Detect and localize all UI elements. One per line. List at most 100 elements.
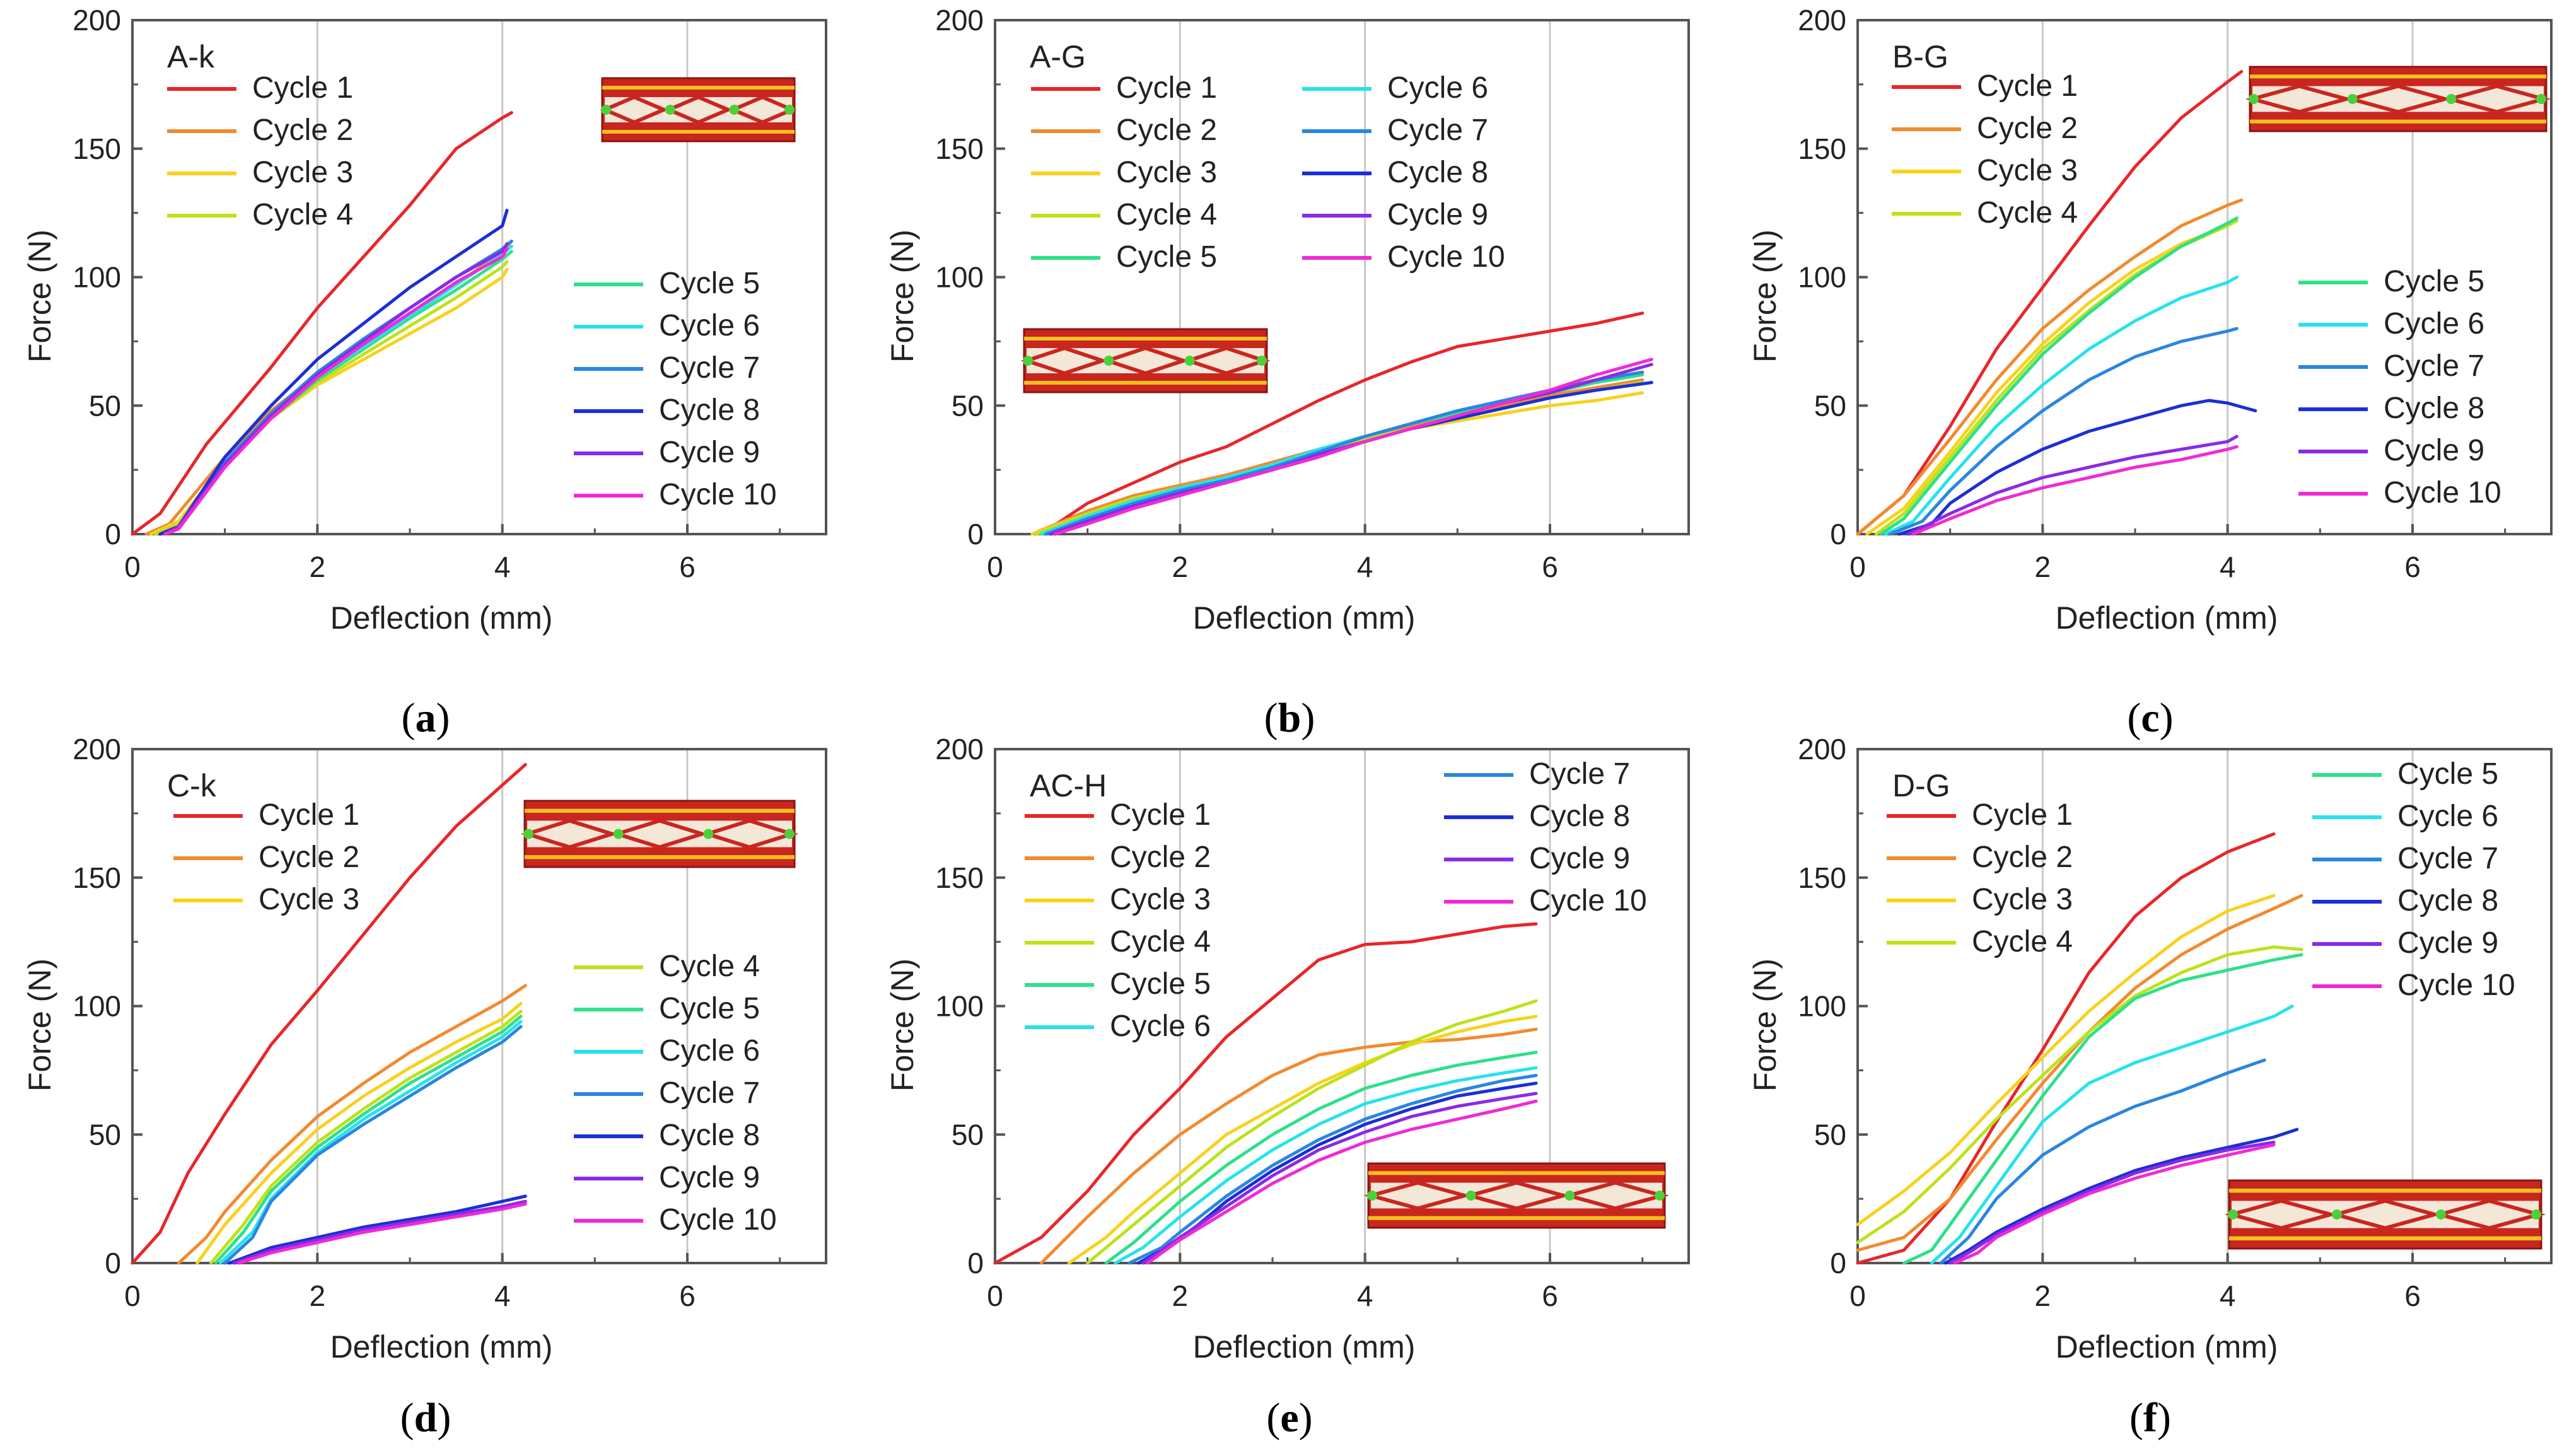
- legend-label: Cycle 2: [1116, 114, 1217, 147]
- legend-label: Cycle 7: [1387, 114, 1488, 147]
- y-tick-label: 50: [952, 389, 984, 422]
- series-line-cycle-2: [1039, 1027, 1538, 1265]
- legend-label: Cycle 1: [1972, 798, 2073, 832]
- panel-title: A-k: [167, 39, 215, 74]
- legend-label: Cycle 6: [2397, 800, 2498, 833]
- series-line-cycle-4: [154, 260, 509, 536]
- series-line-cycle-10: [1053, 358, 1653, 536]
- series-line-cycle-5: [214, 1015, 523, 1265]
- structure-node: [1655, 1191, 1665, 1201]
- structure-node: [1023, 356, 1033, 366]
- series-line-cycle-7: [223, 1025, 523, 1265]
- panel-tag: (b): [1264, 695, 1315, 741]
- legend-label: Cycle 7: [659, 351, 760, 385]
- legend-label: Cycle 2: [1972, 841, 2073, 874]
- legend-label: Cycle 10: [659, 478, 777, 511]
- series-line-cycle-3: [195, 1001, 523, 1265]
- series-line-cycle-9: [232, 1199, 527, 1265]
- legend-label: Cycle 9: [1529, 842, 1630, 875]
- structure-node: [703, 829, 714, 839]
- structure-node: [784, 829, 795, 839]
- series-line-cycle-3: [1067, 1015, 1538, 1265]
- legend-label: Cycle 7: [1529, 757, 1630, 791]
- structure-node: [1104, 356, 1114, 366]
- y-tick-label: 0: [1830, 518, 1846, 550]
- y-tick-label: 150: [73, 861, 121, 894]
- series-line-cycle-4: [1086, 999, 1538, 1265]
- legend-label: Cycle 10: [2384, 476, 2501, 510]
- x-tick-label: 6: [2404, 550, 2421, 583]
- y-tick-label: 150: [935, 861, 984, 894]
- legend-label: Cycle 8: [2384, 392, 2484, 425]
- series-line-cycle-1: [1039, 312, 1645, 536]
- x-tick-label: 0: [987, 550, 1003, 583]
- series-line-cycle-10: [237, 1202, 527, 1265]
- structure-stripe: [525, 855, 795, 859]
- y-axis-label: Force (N): [1747, 958, 1783, 1092]
- y-tick-label: 50: [1814, 389, 1846, 422]
- legend-label: Cycle 3: [1972, 883, 2073, 916]
- legend-label: Cycle 4: [1116, 198, 1217, 231]
- y-tick-label: 200: [1798, 4, 1846, 37]
- legend-label: Cycle 5: [1116, 240, 1217, 274]
- legend-label: Cycle 6: [2384, 307, 2484, 341]
- x-tick-label: 4: [494, 1279, 511, 1312]
- legend-label: Cycle 8: [659, 393, 760, 427]
- legend-label: Cycle 5: [659, 992, 760, 1025]
- panel-title: AC-H: [1030, 768, 1107, 803]
- structure-core: [2252, 86, 2544, 112]
- y-tick-label: 100: [73, 990, 121, 1023]
- y-tick-label: 0: [105, 1247, 121, 1279]
- panel-d: 0 2 4 6 0 50 100 150 200 Deflection (mm) Force (N)…: [22, 733, 827, 1441]
- structure-node: [665, 105, 675, 115]
- series-line-cycle-6: [1930, 1005, 2294, 1265]
- series-line-cycle-8: [1943, 1127, 2299, 1265]
- structure-stripe: [1024, 381, 1267, 385]
- y-axis-label: Force (N): [885, 958, 920, 1092]
- structure-node: [1367, 1191, 1377, 1201]
- legend-label: Cycle 9: [659, 436, 760, 469]
- structure-icon: [1363, 1162, 1670, 1229]
- y-tick-label: 100: [1798, 990, 1846, 1023]
- series-line-cycle-9: [1907, 434, 2239, 536]
- panel-c: 0 2 4 6 0 50 100 150 200 Deflection (mm) Force (N)…: [1747, 4, 2553, 741]
- series-line-cycle-9: [1141, 1092, 1538, 1265]
- series-line-cycle-5: [158, 250, 513, 536]
- series-line-cycle-5: [1104, 1051, 1538, 1265]
- series-line-cycle-7: [1127, 1074, 1538, 1265]
- x-tick-label: 2: [1172, 550, 1189, 583]
- legend-label: Cycle 1: [1116, 71, 1217, 105]
- legend-label: Cycle 2: [1977, 112, 2078, 145]
- legend-label: Cycle 4: [659, 950, 760, 983]
- legend-label: Cycle 5: [1110, 967, 1211, 1001]
- structure-icon: [1020, 328, 1271, 393]
- series-line-cycle-6: [1884, 276, 2239, 536]
- legend-label: Cycle 3: [1110, 883, 1211, 916]
- y-tick-label: 200: [73, 733, 121, 766]
- series-line-cycle-5: [1902, 953, 2303, 1265]
- y-axis-label: Force (N): [1747, 230, 1783, 363]
- series-line-cycle-2: [1856, 198, 2244, 536]
- axes-frame: [994, 19, 1690, 535]
- legend-label: Cycle 9: [659, 1161, 760, 1194]
- series-line-cycle-7: [1939, 1058, 2266, 1265]
- x-axis-label: Deflection (mm): [330, 1329, 553, 1365]
- legend-label: Cycle 6: [659, 309, 760, 342]
- series-line-cycle-8: [228, 1194, 527, 1265]
- legend-label: Cycle 4: [1110, 925, 1211, 958]
- structure-node: [2228, 1209, 2238, 1220]
- series-line-cycle-5: [1879, 216, 2239, 536]
- structure-stripe: [1024, 337, 1267, 341]
- y-tick-label: 200: [935, 733, 984, 766]
- legend-label: Cycle 10: [659, 1203, 777, 1237]
- series-line-cycle-8: [158, 209, 509, 536]
- structure-node: [729, 105, 740, 115]
- structure-node: [1564, 1191, 1575, 1201]
- x-axis-label: Deflection (mm): [1193, 600, 1416, 636]
- x-tick-label: 2: [2035, 1279, 2051, 1312]
- y-tick-label: 150: [1798, 861, 1846, 894]
- x-tick-label: 2: [310, 550, 326, 583]
- legend-label: Cycle 6: [659, 1034, 760, 1068]
- series-group: [1030, 312, 1653, 536]
- structure-stripe: [2250, 74, 2546, 79]
